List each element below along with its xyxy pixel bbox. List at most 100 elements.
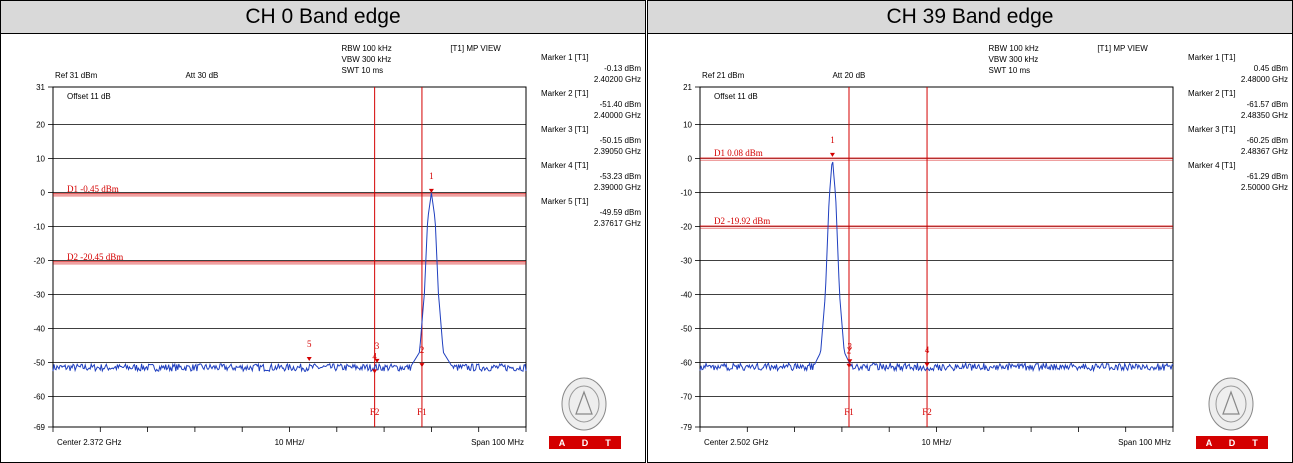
freq-line-label: F2 xyxy=(922,407,932,417)
y-tick-label: -70 xyxy=(680,392,692,401)
marker-table-level: -61.29 dBm xyxy=(1247,172,1289,181)
display-line-label: D1 -0.45 dBm xyxy=(67,184,119,194)
freq-line-label: F2 xyxy=(370,407,380,417)
marker-point xyxy=(924,362,930,367)
marker-table-name: Marker 3 [T1] xyxy=(541,125,589,134)
spectrum-chart-ch39: Ref 21 dBm Att 20 dB RBW 100 kHz VBW 300 kH… xyxy=(680,44,1289,449)
marker-table-name: Marker 1 [T1] xyxy=(541,53,589,62)
marker-point xyxy=(374,358,380,363)
marker-table-freq: 2.39000 GHz xyxy=(594,183,641,192)
vbw-setting: VBW 300 kHz xyxy=(342,55,392,64)
marker-table-name: Marker 4 [T1] xyxy=(541,161,589,170)
marker-table-freq: 2.50000 GHz xyxy=(1241,183,1288,192)
marker-point xyxy=(846,363,852,368)
y-tick-label: -60 xyxy=(33,392,45,401)
y-tick-label: -10 xyxy=(33,222,45,231)
y-tick-label: 21 xyxy=(683,83,692,92)
marker-table-level: -61.57 dBm xyxy=(1247,100,1289,109)
ref-level: Ref 21 dBm xyxy=(702,71,745,80)
marker-label: 2 xyxy=(420,345,425,355)
logo-figure-icon xyxy=(575,390,593,415)
panel-ch39: CH 39 Band edge Ref 21 dBm Att 20 dB RBW 1… xyxy=(647,0,1293,463)
spectrum-trace xyxy=(699,161,1174,373)
y-tick-label: 20 xyxy=(36,120,45,129)
center-frequency: Center 2.372 GHz xyxy=(57,438,121,447)
marker-table-level: 0.45 dBm xyxy=(1254,64,1289,73)
freq-line-label: F1 xyxy=(844,407,854,417)
logo-bar xyxy=(1196,436,1268,449)
display-line-label: D2 -20.45 dBm xyxy=(67,252,123,262)
logo-seal-inner xyxy=(568,385,600,423)
y-tick-label: 10 xyxy=(36,154,45,163)
display-line-label: D1 0.08 dBm xyxy=(714,148,763,158)
y-tick-label: 31 xyxy=(36,83,45,92)
y-tick-label: 10 xyxy=(683,120,692,129)
marker-table-freq: 2.37617 GHz xyxy=(594,219,641,228)
y-tick-label: -10 xyxy=(680,188,692,197)
marker-table-name: Marker 4 [T1] xyxy=(1188,161,1236,170)
display-line-label: D2 -19.92 dBm xyxy=(714,216,770,226)
logo-letter: T xyxy=(1252,438,1258,448)
marker-point xyxy=(306,357,312,362)
logo-bar xyxy=(549,436,621,449)
logo-letter: A xyxy=(1206,438,1213,448)
marker-table-level: -60.25 dBm xyxy=(1247,136,1289,145)
y-tick-label: -50 xyxy=(680,324,692,333)
x-division: 10 MHz/ xyxy=(275,438,306,447)
logo-letter: D xyxy=(582,438,589,448)
marker-table-freq: 2.40200 GHz xyxy=(594,75,641,84)
panel-title: CH 39 Band edge xyxy=(648,1,1292,34)
marker-table-name: Marker 2 [T1] xyxy=(1188,89,1236,98)
y-tick-label: -20 xyxy=(33,256,45,265)
center-frequency: Center 2.502 GHz xyxy=(704,438,768,447)
marker-point xyxy=(847,359,853,364)
y-tick-label: 0 xyxy=(688,154,693,163)
marker-table-freq: 2.40000 GHz xyxy=(594,111,641,120)
marker-point xyxy=(428,188,434,193)
y-tick-label: -40 xyxy=(33,324,45,333)
y-tick-label: -30 xyxy=(33,290,45,299)
y-tick-label: -79 xyxy=(680,423,692,432)
marker-label: 1 xyxy=(830,135,835,145)
marker-label: 1 xyxy=(429,171,434,181)
logo-seal-inner xyxy=(1215,385,1247,423)
marker-table-name: Marker 2 [T1] xyxy=(541,89,589,98)
attenuation: Att 20 dB xyxy=(832,71,865,80)
marker-label: 4 xyxy=(372,351,377,361)
plot-frame xyxy=(699,86,1174,428)
vbw-setting: VBW 300 kHz xyxy=(989,55,1039,64)
marker-table-level: -0.13 dBm xyxy=(604,64,641,73)
view-mode: [T1] MP VIEW xyxy=(1097,44,1148,53)
marker-label: 5 xyxy=(307,339,312,349)
marker-label: 4 xyxy=(925,345,930,355)
spectrum-chart-ch0: Ref 31 dBm Att 30 dB RBW 100 kHz VBW 300 kH… xyxy=(33,44,642,449)
offset-label: Offset 11 dB xyxy=(714,92,758,101)
marker-table-level: -50.15 dBm xyxy=(600,136,642,145)
marker-table-freq: 2.48367 GHz xyxy=(1241,147,1288,156)
y-tick-label: -40 xyxy=(680,290,692,299)
y-tick-label: -30 xyxy=(680,256,692,265)
y-tick-label: -60 xyxy=(680,358,692,367)
logo-letter: T xyxy=(605,438,611,448)
swt-setting: SWT 10 ms xyxy=(989,66,1031,75)
marker-label: 3 xyxy=(375,341,380,351)
x-division: 10 MHz/ xyxy=(922,438,953,447)
marker-table-name: Marker 3 [T1] xyxy=(1188,125,1236,134)
view-mode: [T1] MP VIEW xyxy=(450,44,501,53)
y-tick-label: -20 xyxy=(680,222,692,231)
marker-table-level: -51.40 dBm xyxy=(600,100,642,109)
marker-point xyxy=(829,152,835,157)
y-tick-label: 0 xyxy=(41,188,46,197)
swt-setting: SWT 10 ms xyxy=(342,66,384,75)
marker-table-freq: 2.39050 GHz xyxy=(594,147,641,156)
attenuation: Att 30 dB xyxy=(185,71,218,80)
logo-letter: A xyxy=(559,438,566,448)
offset-label: Offset 11 dB xyxy=(67,92,111,101)
span: Span 100 MHz xyxy=(471,438,524,447)
marker-label: 3 xyxy=(848,341,853,351)
y-tick-label: -50 xyxy=(33,358,45,367)
plot-frame xyxy=(52,86,527,428)
marker-point xyxy=(419,363,425,368)
rbw-setting: RBW 100 kHz xyxy=(989,44,1039,53)
